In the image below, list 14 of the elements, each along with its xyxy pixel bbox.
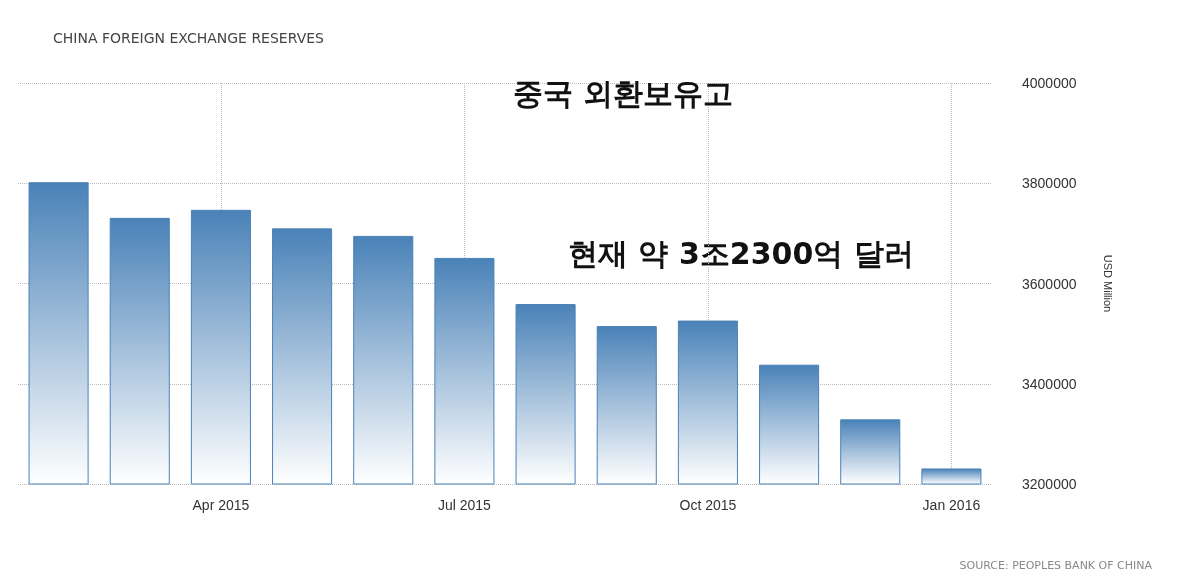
y-axis-title: USD Million bbox=[1101, 254, 1114, 313]
y-tick-label: 3800000 bbox=[1022, 175, 1077, 192]
x-tick-label: Oct 2015 bbox=[679, 497, 737, 513]
source-note: SOURCE: PEOPLES BANK OF CHINA bbox=[959, 559, 1153, 572]
x-tick-label: Jul 2015 bbox=[437, 497, 492, 513]
y-tick-label: 3200000 bbox=[1022, 476, 1077, 492]
x-tick-label: Apr 2015 bbox=[192, 497, 250, 513]
y-tick-label: 3400000 bbox=[1022, 375, 1077, 392]
annotation: 현재 약 3조2300억 달러 bbox=[568, 235, 914, 271]
y-tick-label: 3600000 bbox=[1022, 275, 1077, 292]
x-tick-label: Jan 2016 bbox=[922, 497, 981, 513]
y-tick-label: 4000000 bbox=[1022, 75, 1077, 91]
chart-subtitle: 중국 외환보유고 bbox=[513, 75, 734, 111]
chart-title: CHINA FOREIGN EXCHANGE RESERVES bbox=[53, 30, 325, 46]
